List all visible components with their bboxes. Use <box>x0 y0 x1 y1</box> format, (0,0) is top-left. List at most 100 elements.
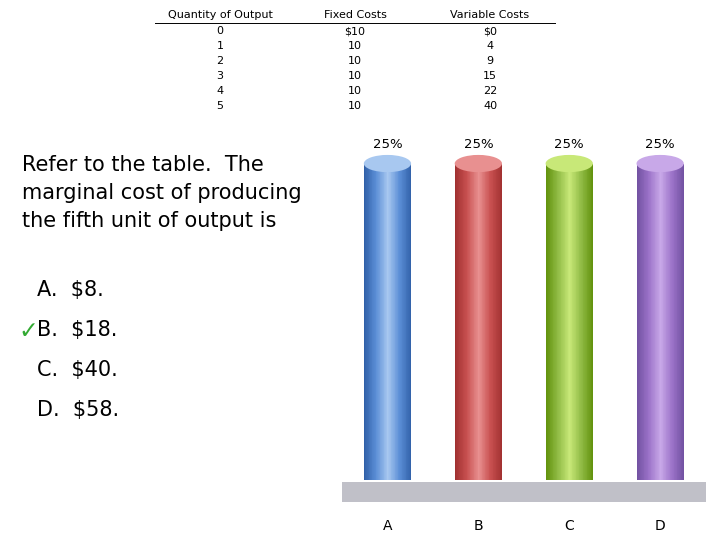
Text: 25%: 25% <box>464 138 493 152</box>
Bar <box>479 164 480 480</box>
Bar <box>484 164 485 480</box>
Bar <box>401 164 402 480</box>
Bar <box>370 164 371 480</box>
Text: 2: 2 <box>217 56 224 66</box>
Bar <box>664 164 665 480</box>
Bar <box>576 164 577 480</box>
Bar <box>398 164 400 480</box>
Bar <box>470 164 472 480</box>
Bar <box>459 164 460 480</box>
Bar <box>408 164 409 480</box>
Bar <box>492 164 493 480</box>
Bar <box>639 164 641 480</box>
Bar <box>458 164 459 480</box>
Text: Fixed Costs: Fixed Costs <box>323 10 387 20</box>
Bar <box>681 164 683 480</box>
Bar <box>472 164 473 480</box>
Bar <box>377 164 378 480</box>
Bar <box>368 164 369 480</box>
Bar <box>365 164 366 480</box>
Bar <box>394 164 395 480</box>
Bar <box>644 164 645 480</box>
Bar <box>468 164 469 480</box>
Bar <box>557 164 558 480</box>
Bar <box>548 164 549 480</box>
Bar <box>475 164 476 480</box>
Bar <box>494 164 495 480</box>
Text: Quantity of Output: Quantity of Output <box>168 10 272 20</box>
Bar <box>549 164 550 480</box>
Bar <box>400 164 401 480</box>
Bar <box>567 164 569 480</box>
Bar <box>474 164 475 480</box>
Bar <box>367 164 368 480</box>
Text: $10: $10 <box>344 26 366 36</box>
Bar <box>656 164 657 480</box>
Bar <box>642 164 643 480</box>
Bar <box>395 164 396 480</box>
Bar <box>646 164 647 480</box>
Bar <box>591 164 592 480</box>
Bar <box>389 164 390 480</box>
Bar <box>592 164 593 480</box>
Bar <box>564 164 565 480</box>
Bar <box>680 164 681 480</box>
Bar <box>491 164 492 480</box>
Bar <box>590 164 591 480</box>
Bar <box>500 164 501 480</box>
Bar <box>551 164 552 480</box>
Bar <box>387 164 388 480</box>
Bar <box>386 164 387 480</box>
Bar <box>477 164 478 480</box>
Bar <box>462 164 464 480</box>
Bar <box>485 164 486 480</box>
Bar <box>580 164 581 480</box>
Bar <box>653 164 654 480</box>
Bar <box>574 164 575 480</box>
Bar <box>497 164 498 480</box>
Bar <box>677 164 678 480</box>
Bar <box>392 164 393 480</box>
Bar <box>573 164 574 480</box>
Bar <box>659 164 660 480</box>
Bar <box>498 164 499 480</box>
Bar <box>380 164 381 480</box>
Bar <box>683 164 684 480</box>
Bar <box>663 164 664 480</box>
Bar <box>660 164 661 480</box>
Bar <box>575 164 576 480</box>
Text: 9: 9 <box>487 56 494 66</box>
Bar <box>393 164 394 480</box>
Bar <box>666 164 667 480</box>
Bar <box>669 164 670 480</box>
Bar <box>643 164 644 480</box>
Bar <box>483 164 484 480</box>
Bar <box>457 164 458 480</box>
Bar <box>385 164 386 480</box>
Ellipse shape <box>455 155 502 172</box>
Bar <box>562 164 563 480</box>
Bar <box>403 164 404 480</box>
Bar <box>555 164 556 480</box>
Text: 1: 1 <box>217 41 223 51</box>
Text: 4: 4 <box>217 86 224 96</box>
Bar <box>673 164 675 480</box>
Bar <box>364 164 365 480</box>
Bar <box>388 164 389 480</box>
Bar <box>478 164 479 480</box>
Bar <box>366 164 367 480</box>
Bar <box>480 164 481 480</box>
Bar <box>655 164 656 480</box>
Bar <box>372 164 373 480</box>
Bar <box>552 164 553 480</box>
Text: Refer to the table.  The
marginal cost of producing
the fifth unit of output is: Refer to the table. The marginal cost of… <box>22 155 302 231</box>
Bar <box>465 164 466 480</box>
Ellipse shape <box>546 155 593 172</box>
Bar <box>588 164 589 480</box>
Bar <box>649 164 650 480</box>
Bar <box>378 164 379 480</box>
Bar <box>407 164 408 480</box>
Bar <box>665 164 666 480</box>
Bar <box>466 164 467 480</box>
Bar <box>376 164 377 480</box>
